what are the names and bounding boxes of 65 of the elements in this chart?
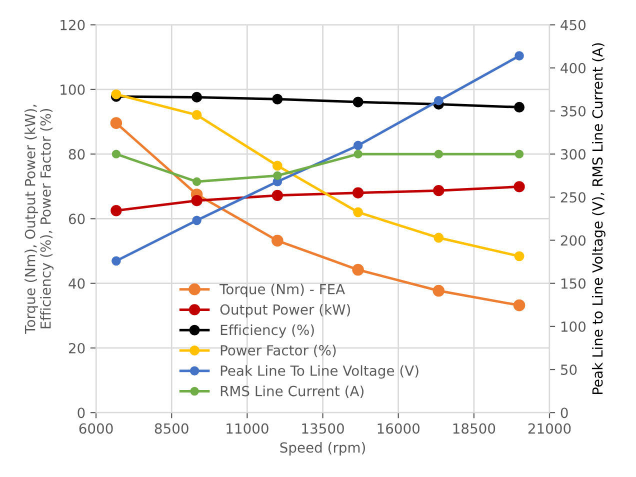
point [192, 216, 202, 226]
x-axis-title: Speed (rpm) [280, 442, 365, 456]
y-tick-label: 40 [68, 278, 85, 289]
y2-tick-label: 400 [560, 62, 586, 74]
point [352, 96, 364, 108]
point [354, 150, 362, 158]
y2-tick-label: 100 [561, 321, 586, 332]
legend-label: RMS Line Current (A) [220, 386, 364, 398]
point [272, 94, 283, 104]
point [192, 177, 202, 186]
point [352, 264, 364, 276]
x-tick-label: 8500 [154, 423, 188, 434]
point [353, 207, 364, 218]
x-tick-label: 21000 [528, 423, 571, 434]
point [272, 190, 284, 202]
point [352, 187, 364, 198]
y-tick-label: 60 [68, 214, 85, 224]
x-tick-label: 11000 [226, 423, 268, 434]
point [192, 110, 202, 120]
point [272, 234, 284, 247]
point [514, 251, 524, 262]
x-tick-label: 18500 [453, 423, 496, 434]
y2-tick-label: 200 [560, 235, 586, 246]
point [513, 299, 526, 312]
point [111, 89, 122, 100]
x-tick-label: 13500 [302, 423, 344, 434]
point [110, 205, 122, 216]
legend-label: Power Factor (%) [220, 344, 336, 358]
point [272, 160, 282, 171]
point [514, 102, 525, 112]
y2-tick-label: 300 [560, 149, 586, 160]
y2-tick-label: 150 [561, 278, 586, 289]
point [434, 232, 444, 243]
point [432, 284, 445, 297]
y2-tick-label: 50 [560, 364, 577, 375]
legend-label: Peak Line To Line Voltage (V) [220, 365, 418, 379]
y2-tick-label: 250 [560, 192, 586, 203]
y2-tick-label: 450 [560, 20, 586, 30]
y-tick-label: 0 [78, 408, 85, 418]
legend-label: Torque (Nm) - FEA [220, 284, 345, 298]
point [514, 51, 524, 60]
x-tick-label: 16000 [378, 423, 420, 434]
point [433, 185, 444, 196]
y2-axis-title: Peak Line to Line Voltage (V), RMS Line Current (A) [592, 43, 606, 394]
y-tick-label: 20 [68, 342, 85, 354]
y-tick-label: 120 [60, 20, 85, 30]
y-tick-label: 80 [68, 149, 85, 160]
point [514, 181, 525, 192]
point [273, 171, 282, 180]
point [353, 140, 363, 150]
point [434, 150, 443, 158]
y-axis-title: Torque (Nm), Output Power (kW), Efficiency (%), Power Factor (%) [24, 104, 54, 334]
legend-label: Efficiency (%) [220, 324, 314, 338]
legend-label: Output Power (kW) [220, 304, 350, 318]
point [514, 150, 524, 158]
point [191, 195, 202, 206]
point [110, 117, 122, 129]
y2-tick-label: 0 [560, 408, 568, 418]
y-tick-label: 100 [60, 84, 85, 95]
x-tick-label: 6000 [79, 423, 113, 434]
point [192, 92, 202, 102]
y2-tick-label: 350 [560, 106, 586, 116]
point [112, 150, 121, 158]
point [434, 96, 444, 106]
point [112, 256, 121, 266]
